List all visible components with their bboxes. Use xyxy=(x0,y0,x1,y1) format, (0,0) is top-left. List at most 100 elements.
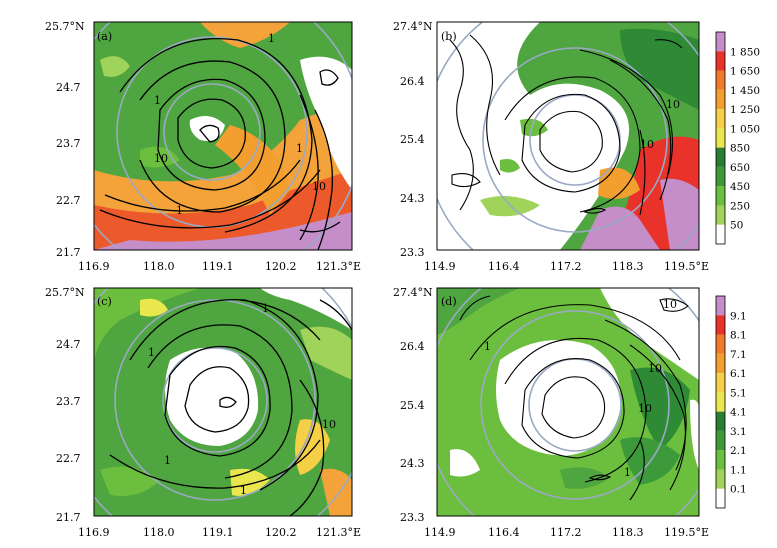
panel-c-y-ticks: 25.7°N 24.7 23.7 22.7 21.7 xyxy=(45,286,85,524)
y-tick-label: 25.7°N xyxy=(45,20,85,33)
colorbar-swatch xyxy=(716,128,725,148)
panel-a: (a) 1 1 10 1 10 1 25.7°N 24.7 23.7 22.7 … xyxy=(45,20,361,273)
colorbar-tick-label: 650 xyxy=(730,162,750,174)
panel-d-y-ticks: 27.4°N 26.4 25.4 24.3 23.3 xyxy=(393,286,433,524)
panel-c-contour-labels: 1 1 10 1 1 xyxy=(148,302,336,497)
colorbar-tick-label: 8.1 xyxy=(730,330,747,342)
y-tick-label: 23.3 xyxy=(400,511,425,524)
contour-label: 1 xyxy=(176,204,183,217)
colorbar-tick-label: 2.1 xyxy=(730,445,747,457)
panel-b-contour-labels: 10 10 xyxy=(640,98,680,151)
x-tick-label: 116.4 xyxy=(488,526,520,539)
panel-b-y-ticks: 27.4°N 26.4 25.4 24.3 23.3 xyxy=(393,20,433,259)
panel-d-frame xyxy=(436,287,700,517)
x-tick-label: 114.9 xyxy=(424,526,456,539)
x-tick-label: 117.2 xyxy=(550,526,582,539)
colorbar-swatch xyxy=(716,147,725,167)
x-tick-label: 119.1 xyxy=(202,260,234,273)
y-tick-label: 26.4 xyxy=(400,75,425,88)
colorbar-swatch xyxy=(716,373,725,393)
x-tick-label: 114.9 xyxy=(424,260,456,273)
y-tick-label: 25.4 xyxy=(400,399,425,412)
x-tick-label: 119.5°E xyxy=(664,260,709,273)
x-tick-label: 118.0 xyxy=(143,260,175,273)
panel-c-field xyxy=(94,288,352,516)
colorbar-tick-label: 1 850 xyxy=(730,46,760,58)
colorbar-swatch xyxy=(716,186,725,206)
x-tick-label: 121.3°E xyxy=(316,260,361,273)
colorbar-swatch xyxy=(716,70,725,90)
colorbar-swatch xyxy=(716,430,725,451)
colorbar-tick-label: 4.1 xyxy=(730,407,747,419)
y-tick-label: 26.4 xyxy=(400,340,425,353)
contour-label: 10 xyxy=(312,180,326,193)
panel-b: (b) 10 10 27.4°N 26.4 25.4 24.3 23.3 114… xyxy=(393,20,709,273)
colorbar-swatch xyxy=(716,89,725,110)
y-tick-label: 21.7 xyxy=(56,511,81,524)
colorbar-swatch xyxy=(716,353,725,374)
colorbar-tick-label: 50 xyxy=(730,220,743,232)
contour-label: 1 xyxy=(148,346,155,359)
colorbar-swatch xyxy=(716,205,725,225)
y-tick-label: 23.7 xyxy=(56,137,81,150)
panel-b-field xyxy=(437,22,699,250)
panel-a-label: (a) xyxy=(97,30,112,43)
y-tick-label: 23.3 xyxy=(400,246,425,259)
colorbar-swatch xyxy=(716,51,725,71)
colorbar-swatch xyxy=(716,469,725,489)
colorbar-tick-label: 1.1 xyxy=(730,464,747,476)
x-tick-label: 120.2 xyxy=(265,526,297,539)
panel-b-frame xyxy=(436,21,700,251)
x-tick-label: 117.2 xyxy=(550,260,582,273)
panel-b-label: (b) xyxy=(441,30,457,43)
y-tick-label: 22.7 xyxy=(56,194,81,207)
contour-label: 1 xyxy=(296,142,303,155)
x-tick-label: 116.4 xyxy=(488,260,520,273)
colorbar-tick-label: 1 050 xyxy=(730,123,760,135)
panel-c-x-ticks: 116.9 118.0 119.1 120.2 121.3°E xyxy=(78,526,361,539)
panel-d-x-ticks: 114.9 116.4 117.2 118.3 119.5°E xyxy=(424,526,709,539)
y-tick-label: 25.7°N xyxy=(45,286,85,299)
colorbar-tick-label: 1 650 xyxy=(730,66,760,78)
colorbar-tick-label: 250 xyxy=(730,200,750,212)
panel-d-contour-labels: 10 1 10 10 1 xyxy=(484,298,677,479)
panel-d-label: (d) xyxy=(441,295,457,308)
contour-label: 1 xyxy=(154,94,161,107)
colorbar-swatch xyxy=(716,296,725,316)
panel-a-frame xyxy=(93,21,353,251)
y-tick-label: 22.7 xyxy=(56,452,81,465)
x-tick-label: 119.1 xyxy=(202,526,234,539)
colorbar-swatch xyxy=(716,109,725,129)
panel-a-x-ticks: 116.9 118.0 119.1 120.2 121.3°E xyxy=(78,260,361,273)
colorbar-tick-label: 5.1 xyxy=(730,387,747,399)
colorbar-frame xyxy=(715,295,726,509)
y-tick-label: 24.7 xyxy=(56,81,81,94)
colorbar-tick-label: 1 450 xyxy=(730,85,760,97)
y-tick-label: 27.4°N xyxy=(393,286,433,299)
x-tick-label: 120.2 xyxy=(265,260,297,273)
contour-label: 10 xyxy=(663,298,677,311)
panel-a-contour-labels: 1 1 10 1 10 1 xyxy=(154,32,326,217)
x-tick-label: 119.5°E xyxy=(664,526,709,539)
colorbar-tick-label: 0.1 xyxy=(730,484,747,496)
panel-c-frame xyxy=(93,287,353,517)
contour-label: 1 xyxy=(268,32,275,45)
contour-label: 10 xyxy=(638,402,652,415)
x-tick-label: 116.9 xyxy=(78,260,110,273)
colorbar-tick-label: 3.1 xyxy=(730,426,747,438)
contour-label: 10 xyxy=(640,138,654,151)
x-tick-label: 116.9 xyxy=(78,526,110,539)
contour-label: 1 xyxy=(164,454,171,467)
contour-label: 1 xyxy=(262,302,269,315)
y-tick-label: 25.4 xyxy=(400,133,425,146)
colorbar-tick-label: 1 250 xyxy=(730,104,760,116)
contour-label: 10 xyxy=(154,152,168,165)
colorbar-swatch xyxy=(716,32,725,52)
x-tick-label: 121.3°E xyxy=(316,526,361,539)
y-tick-label: 24.7 xyxy=(56,338,81,351)
colorbar-top: 1 850 1 650 1 450 1 250 1 050 850 650 450 250 50 xyxy=(715,31,760,245)
colorbar-swatch xyxy=(716,392,725,412)
contour-label: 1 xyxy=(240,484,247,497)
colorbar-tick-label: 9.1 xyxy=(730,310,747,322)
colorbar-swatch xyxy=(716,488,725,508)
